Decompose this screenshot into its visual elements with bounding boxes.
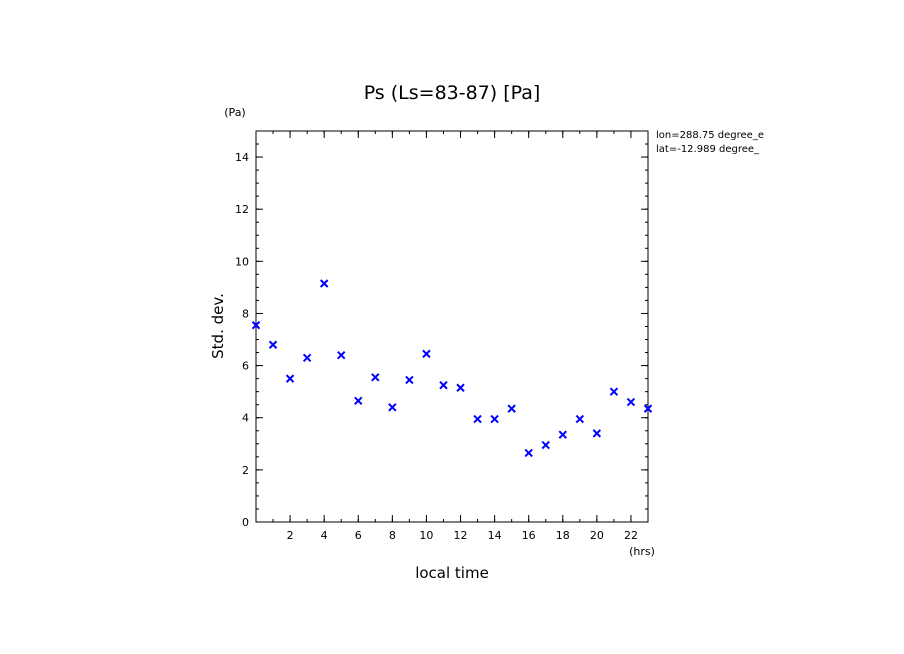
data-point-stroke xyxy=(575,414,585,424)
data-point xyxy=(439,380,448,390)
data-point xyxy=(541,440,550,450)
data-point xyxy=(643,404,653,413)
data-point xyxy=(592,429,602,438)
data-point xyxy=(251,320,261,330)
x-tick-label: 12 xyxy=(454,529,468,542)
y-tick-label: 14 xyxy=(235,151,249,164)
x-tick-label: 4 xyxy=(321,529,328,542)
y-axis-label: Std. dev. xyxy=(209,293,227,359)
data-point xyxy=(490,414,499,424)
data-point-stroke xyxy=(473,414,482,424)
x-tick-label: 20 xyxy=(590,529,604,542)
data-point-stroke xyxy=(268,340,278,349)
data-point xyxy=(626,397,636,407)
data-point xyxy=(524,448,533,458)
data-point xyxy=(456,383,465,392)
data-point-stroke xyxy=(507,404,516,413)
data-point xyxy=(405,375,414,385)
x-axis-label: local time xyxy=(415,564,489,582)
y-tick-label: 0 xyxy=(242,516,249,529)
data-point xyxy=(388,403,397,412)
data-point-stroke xyxy=(337,350,346,360)
x-tick-label: 18 xyxy=(556,529,570,542)
data-point xyxy=(575,414,585,424)
data-point-stroke xyxy=(626,397,636,407)
data-point xyxy=(337,350,346,360)
y-unit-label: (Pa) xyxy=(224,106,245,119)
x-tick-label: 16 xyxy=(522,529,536,542)
data-point xyxy=(609,387,619,396)
x-tick-label: 22 xyxy=(624,529,638,542)
y-tick-label: 12 xyxy=(235,203,249,216)
y-tick-label: 4 xyxy=(242,412,249,425)
data-point-stroke xyxy=(405,375,414,385)
data-point-stroke xyxy=(643,404,653,413)
data-point xyxy=(473,414,482,424)
data-point xyxy=(371,373,380,382)
data-point-stroke xyxy=(456,383,465,392)
data-point-stroke xyxy=(439,380,448,390)
data-point xyxy=(422,349,431,359)
data-point-stroke xyxy=(388,403,397,412)
data-point-stroke xyxy=(371,373,380,382)
data-point-stroke xyxy=(422,349,431,359)
x-tick-label: 6 xyxy=(355,529,362,542)
data-point xyxy=(558,430,567,439)
data-point-stroke xyxy=(558,430,567,439)
data-point-stroke xyxy=(609,387,619,396)
y-tick-label: 10 xyxy=(235,255,249,268)
annotation-lat: lat=-12.989 degree_ xyxy=(656,144,760,155)
x-tick-label: 10 xyxy=(419,529,433,542)
data-point-stroke xyxy=(490,414,499,424)
data-point-stroke xyxy=(524,448,533,458)
y-tick-label: 2 xyxy=(242,464,249,477)
data-point-stroke xyxy=(251,320,261,330)
y-tick-label: 6 xyxy=(242,360,249,373)
annotation-lon: lon=288.75 degree_e xyxy=(656,130,764,141)
data-point-stroke xyxy=(319,279,329,288)
data-point-stroke xyxy=(592,429,602,438)
plot-frame xyxy=(255,130,649,523)
x-unit-label: (hrs) xyxy=(629,545,655,558)
x-tick-label: 14 xyxy=(488,529,502,542)
data-point-stroke xyxy=(285,374,295,383)
data-point xyxy=(354,396,363,405)
data-point xyxy=(507,404,516,413)
x-tick-label: 8 xyxy=(389,529,396,542)
data-point xyxy=(319,279,329,288)
chart-title: Ps (Ls=83-87) [Pa] xyxy=(364,82,541,104)
data-point-stroke xyxy=(354,396,363,405)
data-point xyxy=(285,374,295,383)
data-point-stroke xyxy=(541,440,550,450)
data-point xyxy=(268,340,278,349)
data-point xyxy=(302,353,312,362)
y-tick-label: 8 xyxy=(242,307,249,320)
x-tick-label: 2 xyxy=(287,529,294,542)
data-point-stroke xyxy=(302,353,312,362)
